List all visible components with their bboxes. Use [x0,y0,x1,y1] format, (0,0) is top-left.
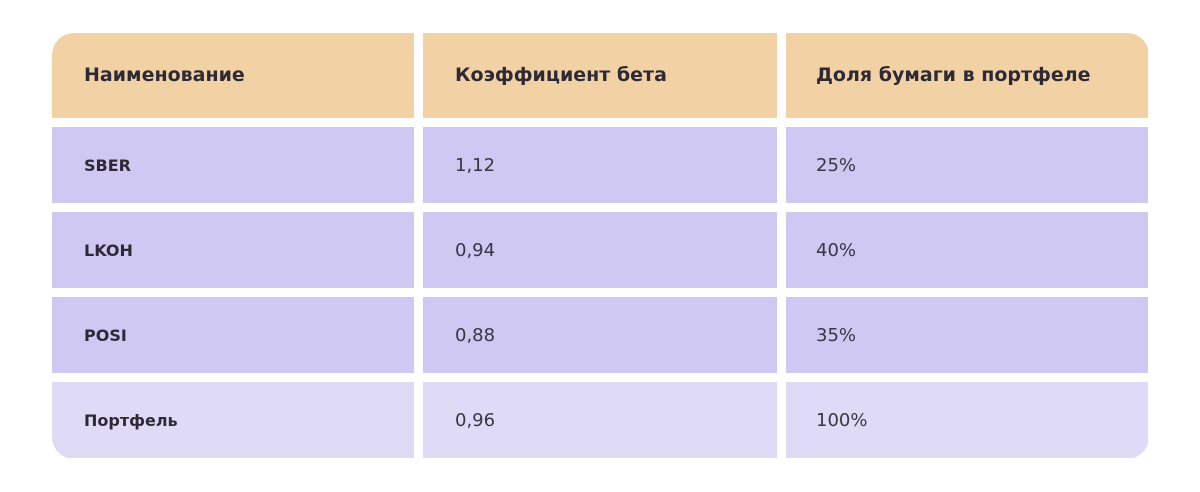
row-posi-share: 35% [786,297,1148,373]
row-sber-beta: 1,12 [423,127,777,203]
header-name: Наименование [52,33,414,118]
header-beta: Коэффициент бета [423,33,777,118]
row-posi-name: POSI [52,297,414,373]
row-portfolio-beta: 0,96 [423,382,777,458]
row-portfolio-name: Портфель [52,382,414,458]
row-sber-share: 25% [786,127,1148,203]
row-sber-name: SBER [52,127,414,203]
row-posi-beta: 0,88 [423,297,777,373]
header-share: Доля бумаги в портфеле [786,33,1148,118]
row-lkoh-name: LKOH [52,212,414,288]
row-lkoh-beta: 0,94 [423,212,777,288]
row-lkoh-share: 40% [786,212,1148,288]
row-portfolio-share: 100% [786,382,1148,458]
beta-table: Наименование Коэффициент бета Доля бумаг… [52,33,1149,459]
